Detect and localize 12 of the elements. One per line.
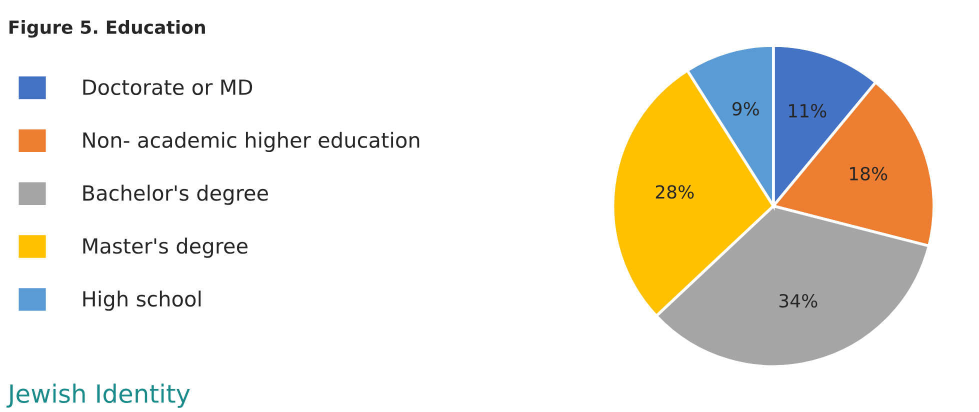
data-label: 18% xyxy=(850,166,888,180)
data-label: 9% xyxy=(732,102,759,116)
chart-title: Figure 5. Education xyxy=(9,20,205,38)
data-label: 28% xyxy=(656,185,694,199)
legend-label: High school xyxy=(83,290,201,311)
legend-label: Bachelor's degree xyxy=(83,184,268,205)
legend-label: Master's degree xyxy=(83,238,248,258)
text: Jewish Identity xyxy=(6,384,190,408)
legend-label: Non- academic higher education xyxy=(83,132,420,152)
legend-label: Doctorate or MD xyxy=(83,80,252,96)
data-label: 34% xyxy=(779,294,818,308)
data-label: 11% xyxy=(789,104,826,118)
